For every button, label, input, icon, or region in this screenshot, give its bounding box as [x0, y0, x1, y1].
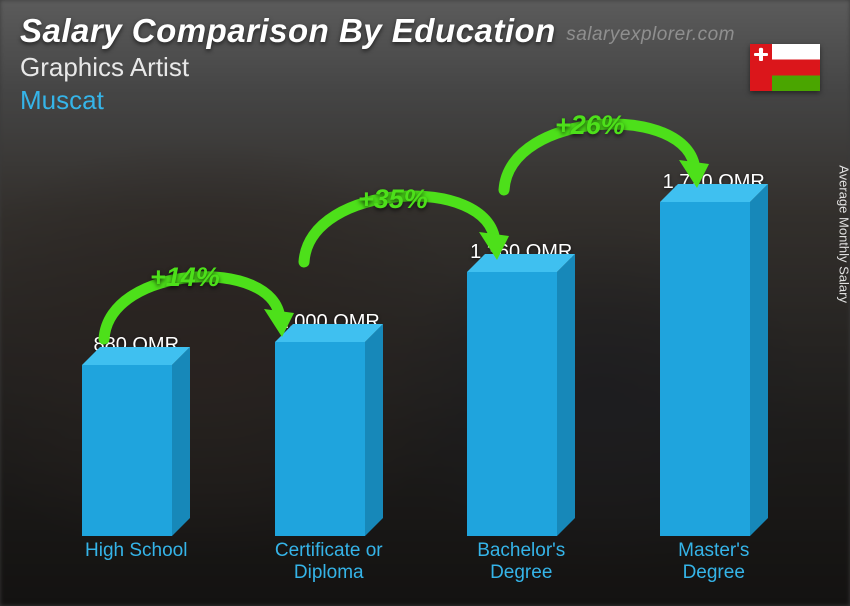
bar-slot: 1,360 OMR — [431, 241, 611, 536]
subtitle-job: Graphics Artist — [20, 52, 556, 83]
bar-3d — [82, 365, 190, 536]
bar-3d — [660, 202, 768, 536]
y-axis-label: Average Monthly Salary — [837, 165, 850, 303]
bar-3d — [275, 342, 383, 536]
main-title: Salary Comparison By Education — [20, 12, 556, 50]
x-axis-label: High School — [46, 540, 226, 586]
x-axis-label: Master'sDegree — [624, 540, 804, 586]
chart-container: Salary Comparison By Education Graphics … — [0, 0, 850, 606]
x-axis-label: Certificate orDiploma — [239, 540, 419, 586]
x-labels-row: High School Certificate orDiploma Bachelor… — [40, 540, 810, 586]
watermark-text: salaryexplorer.com — [566, 24, 735, 46]
oman-flag-icon — [750, 44, 820, 91]
x-axis-label: Bachelor'sDegree — [431, 540, 611, 586]
increment-badge: +14% — [150, 262, 220, 293]
bar-slot: 1,720 OMR — [624, 171, 804, 536]
title-block: Salary Comparison By Education Graphics … — [20, 12, 556, 116]
increment-badge: +26% — [555, 110, 625, 141]
bar-3d — [467, 272, 575, 536]
increment-badge: +35% — [358, 184, 428, 215]
bar-slot: 880 OMR — [46, 334, 226, 536]
